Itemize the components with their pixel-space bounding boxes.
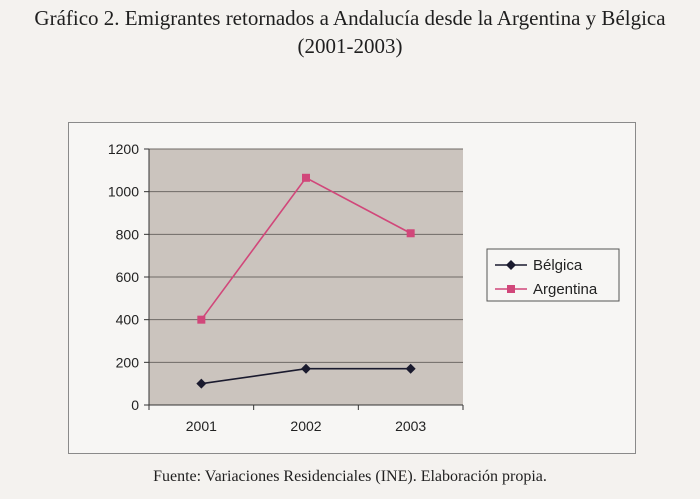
data-point-belgica	[301, 363, 311, 374]
data-point-belgica	[196, 378, 207, 389]
legend-marker-argentina	[507, 285, 515, 293]
legend-label-argentina: Argentina	[533, 281, 598, 298]
chart-frame: 0 200 400 600 800 1000 1200 2001 2002 2003 Bélgica…	[68, 122, 636, 454]
x-tick-label: 2001	[186, 418, 217, 434]
x-tick-label: 2002	[290, 418, 321, 434]
y-tick-label: 0	[131, 397, 139, 413]
y-tick-label: 200	[116, 354, 140, 370]
y-tick-label: 1200	[108, 141, 139, 157]
legend-marker-belgica	[506, 260, 516, 270]
data-point-argentina	[406, 229, 415, 238]
legend-label-belgica: Bélgica	[533, 257, 583, 274]
data-point-belgica	[405, 363, 416, 374]
data-point-argentina	[197, 315, 206, 324]
line-chart: 0 200 400 600 800 1000 1200 2001 2002 2003 Bélgica…	[108, 141, 620, 434]
x-tick-label: 2003	[395, 418, 426, 434]
y-tick-label: 400	[116, 312, 140, 328]
data-point-argentina	[302, 173, 310, 182]
chart-title: Gráfico 2. Emigrantes retornados a Andal…	[0, 4, 700, 60]
chart-source: Fuente: Variaciones Residenciales (INE).…	[153, 468, 547, 485]
y-tick-label: 800	[116, 226, 140, 242]
y-tick-label: 600	[116, 269, 140, 285]
y-tick-label: 1000	[108, 184, 139, 200]
chart-title-line-2: (2001-2003)	[297, 34, 403, 58]
chart-title-line-1: Gráfico 2. Emigrantes retornados a Andal…	[34, 6, 666, 30]
